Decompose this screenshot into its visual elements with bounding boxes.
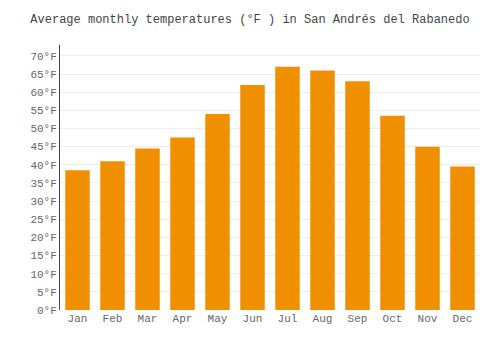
svg-text:0°F: 0°F xyxy=(37,305,57,317)
svg-text:45°F: 45°F xyxy=(30,141,56,153)
svg-text:65°F: 65°F xyxy=(30,69,56,81)
svg-text:Jul: Jul xyxy=(278,313,298,325)
svg-text:55°F: 55°F xyxy=(30,105,56,117)
svg-text:40°F: 40°F xyxy=(30,160,56,172)
svg-text:Oct: Oct xyxy=(383,313,403,325)
svg-text:Apr: Apr xyxy=(173,313,193,325)
svg-text:Jan: Jan xyxy=(68,313,88,325)
svg-text:30°F: 30°F xyxy=(30,196,56,208)
svg-text:60°F: 60°F xyxy=(30,87,56,99)
svg-text:Feb: Feb xyxy=(103,313,123,325)
svg-text:May: May xyxy=(208,313,228,325)
svg-text:Nov: Nov xyxy=(418,313,438,325)
svg-text:35°F: 35°F xyxy=(30,178,56,190)
svg-text:50°F: 50°F xyxy=(30,123,56,135)
svg-text:5°F: 5°F xyxy=(37,287,57,299)
svg-text:25°F: 25°F xyxy=(30,214,56,226)
svg-text:70°F: 70°F xyxy=(30,51,56,63)
svg-text:Aug: Aug xyxy=(313,313,333,325)
svg-text:Dec: Dec xyxy=(453,313,473,325)
svg-text:10°F: 10°F xyxy=(30,269,56,281)
svg-text:Sep: Sep xyxy=(348,313,368,325)
svg-text:Jun: Jun xyxy=(243,313,263,325)
svg-text:20°F: 20°F xyxy=(30,232,56,244)
svg-text:Mar: Mar xyxy=(138,313,158,325)
svg-text:15°F: 15°F xyxy=(30,250,56,262)
svg-text:Average monthly temperatures (: Average monthly temperatures (°F ) in Sa… xyxy=(30,13,469,27)
